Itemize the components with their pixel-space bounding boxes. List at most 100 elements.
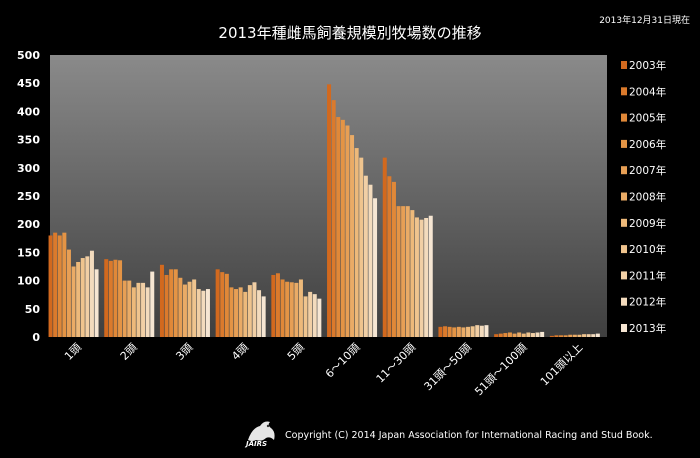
x-tick-label: 51頭～100頭 [472,341,529,398]
bar [104,259,109,337]
bar [76,261,81,337]
bar [164,274,169,337]
bar [327,84,332,337]
bar [85,256,90,337]
bar [113,259,118,337]
bar [475,325,480,337]
as-of-date: 2013年12月31日現在 [599,16,690,26]
bar [438,326,443,337]
bar [215,269,220,337]
bar [66,249,71,337]
legend-item: 2012年 [629,296,666,309]
x-tick-label: 11～30頭 [374,341,419,386]
bar [71,266,76,337]
legend-item: 2013年 [629,322,666,335]
bar [48,235,53,337]
legend-item: 2004年 [629,85,666,98]
bar [354,148,359,337]
legend-swatch [621,61,627,69]
x-tick-label: 6～10頭 [323,341,363,381]
bar [229,287,234,337]
bar [452,327,457,337]
bar [312,294,317,337]
bar [582,334,587,337]
bar [80,258,85,337]
bar [591,334,596,337]
bar [173,269,178,337]
legend-swatch [621,166,627,175]
bar [178,277,183,337]
bar [131,287,136,337]
legend-swatch [621,271,627,280]
bar [479,325,484,337]
copyright-text: Copyright (C) 2014 Japan Association for… [285,430,653,441]
bar [443,326,448,337]
legend-item: 2011年 [629,269,666,282]
legend-item: 2003年 [629,59,666,72]
x-tick-label: 5頭 [285,341,307,363]
y-tick-label: 100 [17,275,40,288]
y-tick-label: 400 [17,105,40,118]
bar [238,287,243,337]
bar [466,326,471,337]
legend-swatch [621,139,627,148]
bar [456,326,461,337]
legend-swatch [621,297,627,306]
bar [373,198,378,337]
bar [470,326,475,337]
bar [586,334,591,337]
y-tick-label: 0 [32,331,40,344]
bar [595,333,600,337]
bar [243,291,248,337]
x-tick-label: 101頭以上 [538,341,585,388]
bar [234,289,239,337]
bar [298,279,303,337]
bar [94,269,99,337]
bar [285,281,290,337]
bar [368,184,373,337]
bar [484,325,489,337]
y-tick-label: 300 [17,162,40,175]
bar [118,260,123,337]
y-tick-label: 350 [17,134,40,147]
bar [182,284,187,337]
bar [169,269,174,337]
bar [507,332,512,337]
bar [359,157,364,337]
bar [563,335,568,337]
y-tick-label: 250 [17,190,40,203]
jairs-logo-icon [248,421,275,441]
bar [405,206,410,337]
bar [410,210,415,337]
legend-item: 2006年 [629,138,666,151]
legend-item: 2005年 [629,112,666,125]
legend-item: 2007年 [629,164,666,177]
bar [568,334,573,337]
bar [521,333,526,337]
x-tick-label: 2頭 [118,341,140,363]
bar [145,287,150,337]
legend-swatch [621,192,627,201]
y-tick-label: 150 [17,246,40,259]
bar [127,280,132,337]
y-tick-label: 50 [25,303,41,316]
bar [201,290,206,337]
bar [159,264,164,337]
legend-swatch [621,87,627,96]
bar [187,281,192,337]
bar [363,175,368,337]
bar [447,326,452,337]
y-axis: 0 50 100 150 200 250 300 350 400 450 500 [17,49,40,344]
bar [136,282,141,337]
bar [275,273,280,337]
legend-swatch [621,245,627,254]
bar [401,206,406,337]
bar [141,282,146,337]
bar [391,181,396,337]
bar [414,217,419,337]
bar [57,235,62,337]
bar [336,117,341,337]
legend-swatch [621,218,627,227]
